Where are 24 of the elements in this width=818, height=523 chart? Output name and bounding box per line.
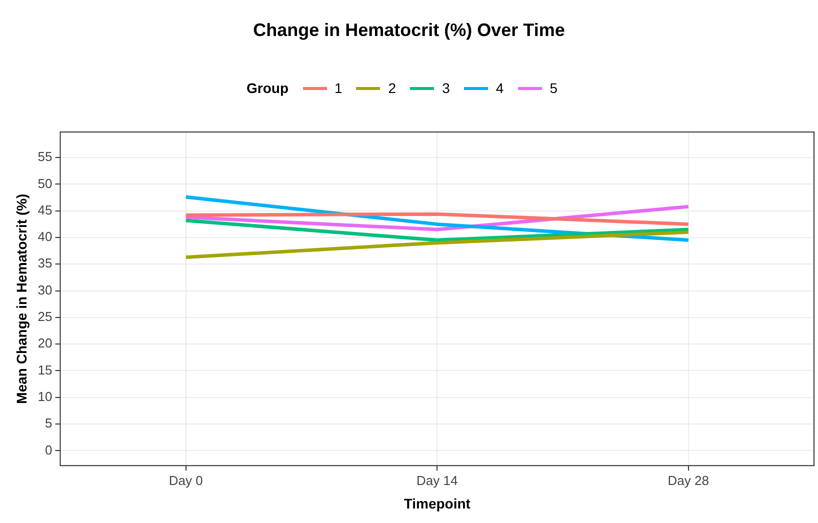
legend-label: 3 xyxy=(442,80,450,96)
y-tick-label: 25 xyxy=(38,309,52,324)
y-tick-label: 15 xyxy=(38,362,52,378)
y-tick-label: 35 xyxy=(38,256,52,271)
y-tick-label: 30 xyxy=(38,282,52,298)
y-tick-label: 10 xyxy=(38,388,52,404)
x-tick-label: Day 14 xyxy=(416,472,458,488)
x-tick-label: Day 0 xyxy=(168,472,203,488)
y-tick-label: 0 xyxy=(45,442,52,458)
y-tick-label: 55 xyxy=(38,149,52,164)
y-tick-label: 20 xyxy=(38,336,52,351)
y-tick-label: 50 xyxy=(38,176,52,191)
y-tick-label: 45 xyxy=(38,202,52,218)
x-axis-title: Timepoint xyxy=(404,495,471,512)
x-tick-label: Day 28 xyxy=(668,472,709,488)
legend-label: 5 xyxy=(550,80,558,96)
legend-label: 1 xyxy=(334,80,342,96)
legend-title: Group xyxy=(246,80,288,96)
y-tick-label: 40 xyxy=(38,229,52,244)
legend-label: 2 xyxy=(388,80,396,96)
y-axis-title: Mean Change in Hematocrit (%) xyxy=(13,194,30,404)
legend-label: 4 xyxy=(496,80,504,96)
y-tick-label: 5 xyxy=(45,416,52,431)
chart-title: Change in Hematocrit (%) Over Time xyxy=(252,20,566,41)
